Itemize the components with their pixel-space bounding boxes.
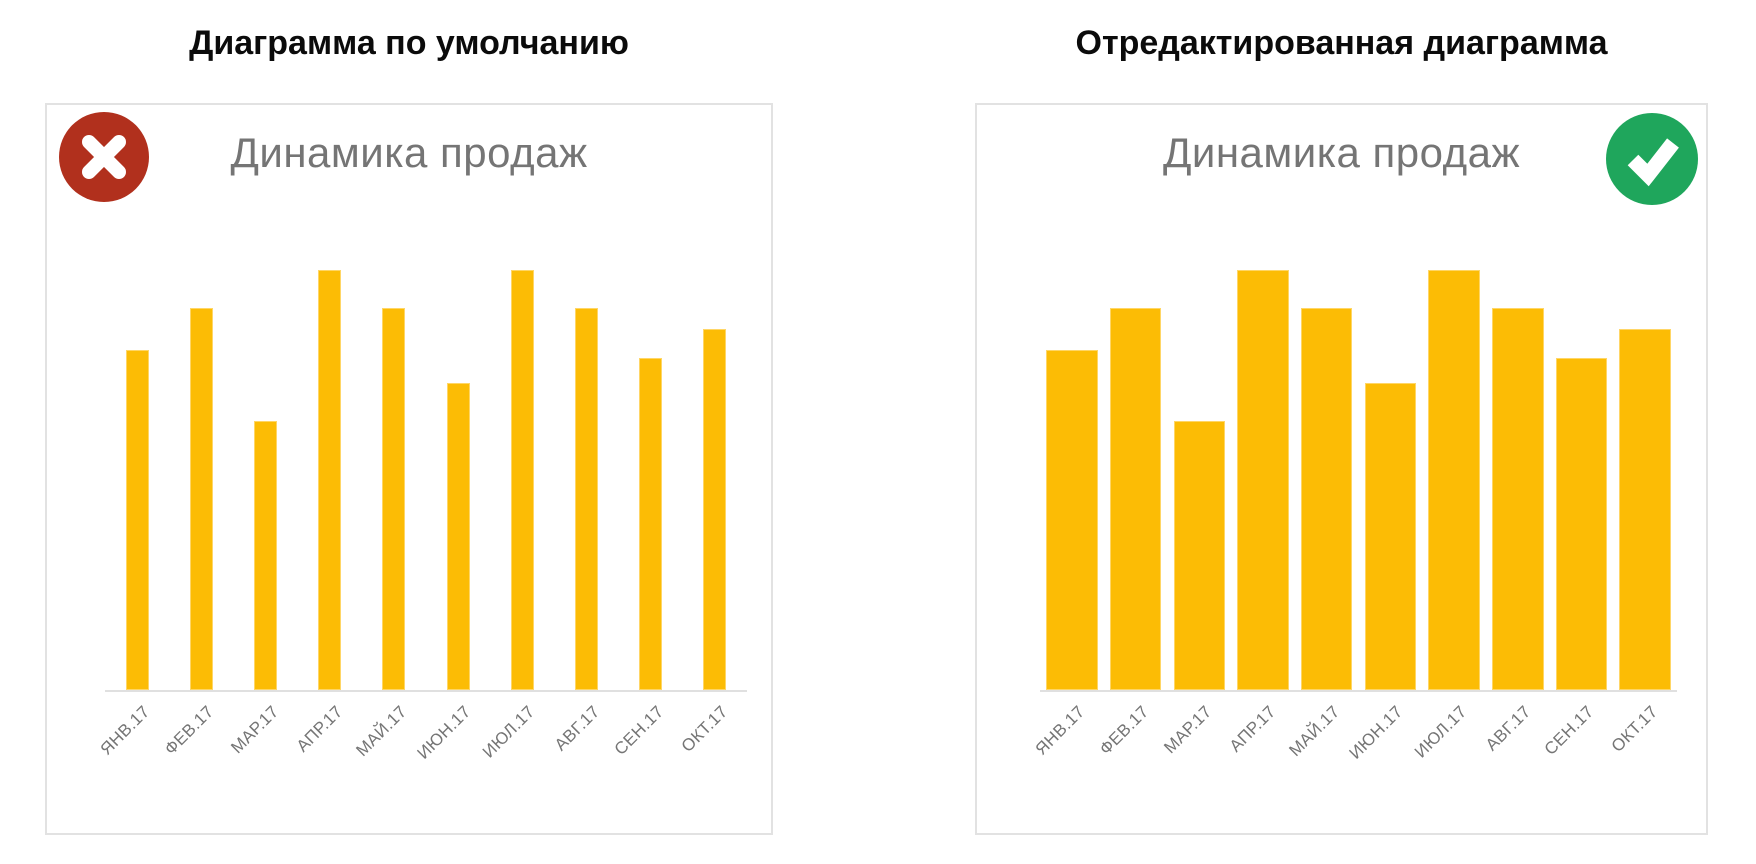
panel-default-chart: Диаграмма по умолчанию Динамика продаж Я…: [45, 0, 773, 864]
panel-edited-chart: Отредактированная диаграмма Динамика про…: [975, 0, 1708, 864]
bar-4: [382, 307, 406, 690]
bar-8: [1555, 358, 1608, 690]
x-axis-line: [105, 690, 747, 692]
bar-1: [189, 307, 213, 690]
chart-card-edited: Динамика продаж ЯНВ.17 ФЕВ.17 МАР.17 АПР.17…: [975, 103, 1708, 835]
success-badge: [1606, 113, 1698, 205]
bar-9: [1619, 328, 1671, 690]
bar-5: [1364, 383, 1417, 690]
bar-2: [254, 421, 277, 690]
bar-6: [510, 270, 534, 690]
panel-heading-default: Диаграмма по умолчанию: [189, 24, 629, 62]
bar-3: [1237, 270, 1289, 690]
bar-9: [703, 328, 727, 690]
bar-2: [1173, 421, 1225, 690]
chart-title-default: Динамика продаж: [230, 129, 588, 176]
error-badge: [59, 112, 149, 202]
x-axis-line: [1040, 690, 1677, 692]
bar-5: [446, 383, 470, 690]
bar-7: [1492, 307, 1544, 690]
check-mark-icon: [1606, 113, 1698, 205]
bar-3: [318, 270, 342, 690]
bar-1: [1109, 307, 1162, 690]
panel-heading-edited: Отредактированная диаграмма: [1075, 24, 1608, 62]
bar-0: [1046, 349, 1098, 690]
chart-title-edited: Динамика продаж: [1162, 129, 1521, 176]
bar-4: [1300, 307, 1353, 690]
bar-8: [639, 358, 663, 690]
bar-7: [575, 307, 598, 690]
bar-0: [125, 349, 149, 690]
x-mark-icon: [59, 112, 149, 202]
chart-card-default: Динамика продаж ЯНВ.17 ФЕВ.17 МАР.17 АПР.17…: [45, 103, 773, 835]
bar-6: [1428, 270, 1480, 690]
